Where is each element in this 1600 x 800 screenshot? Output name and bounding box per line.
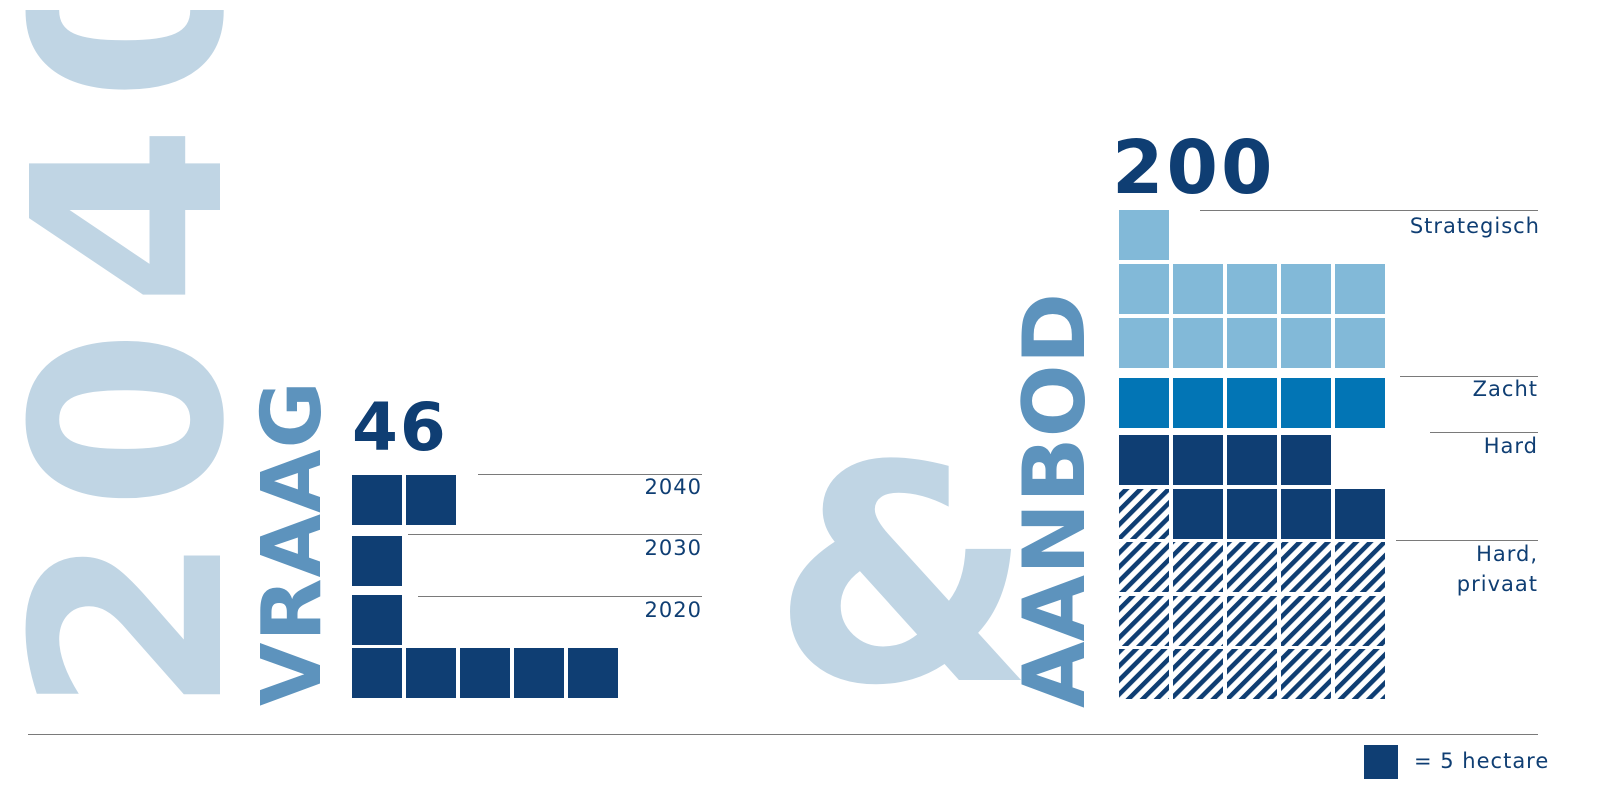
aanbod-cell-strategisch [1119,264,1169,314]
aanbod-cell-strategisch [1119,318,1169,368]
aanbod-label-zacht: Zacht [1472,377,1538,401]
aanbod-cell-strategisch [1173,264,1223,314]
aanbod-cell-zacht [1335,378,1385,428]
aanbod-cell-hard-privaat [1335,596,1385,646]
aanbod-cell-hard-privaat [1119,596,1169,646]
aanbod-cell-hard-privaat [1281,596,1331,646]
vraag-cell [406,475,456,525]
vraag-cell [568,648,618,698]
vraag-rule-2040 [478,474,702,475]
aanbod-cell-zacht [1173,378,1223,428]
aanbod-rule-strategisch [1200,210,1538,211]
aanbod-cell-strategisch [1173,318,1223,368]
vraag-rule-2030 [408,534,702,535]
vraag-cell [460,648,510,698]
aanbod-cell-hard-privaat [1119,489,1169,539]
aanbod-cell-hard-privaat [1335,542,1385,592]
vraag-cell [352,475,402,525]
aanbod-cell-zacht [1227,378,1277,428]
aanbod-cell-hard-privaat [1227,542,1277,592]
vraag-cell [352,536,402,586]
aanbod-cell-hard-privaat [1119,649,1169,699]
vraag-cell [352,595,402,645]
aanbod-cell-hard [1173,435,1223,485]
aanbod-cell-strategisch [1335,264,1385,314]
aanbod-cell-hard-privaat [1119,542,1169,592]
aanbod-cell-hard [1227,489,1277,539]
aanbod-cell-strategisch [1227,264,1277,314]
aanbod-cell-hard [1281,489,1331,539]
aanbod-total: 200 [1112,125,1276,211]
aanbod-cell-zacht [1281,378,1331,428]
aanbod-cell-hard [1119,435,1169,485]
aanbod-cell-hard-privaat [1281,542,1331,592]
vraag-total: 46 [352,389,448,466]
aanbod-label-strategisch: Strategisch [1409,214,1540,238]
aanbod-cell-strategisch [1119,210,1169,260]
footer-divider [28,734,1538,735]
aanbod-cell-hard-privaat [1227,649,1277,699]
background-year: 2040 [10,10,250,715]
legend-label: = 5 hectare [1414,749,1550,773]
legend-swatch [1364,745,1398,779]
aanbod-cell-hard-privaat [1173,649,1223,699]
vraag-rule-2020 [418,596,702,597]
vraag-cell [352,648,402,698]
aanbod-cell-hard-privaat [1173,542,1223,592]
aanbod-cell-hard [1281,435,1331,485]
aanbod-cell-strategisch [1335,318,1385,368]
vraag-cell [406,648,456,698]
vraag-label-2030: 2030 [644,536,702,560]
aanbod-cell-strategisch [1281,318,1331,368]
aanbod-label-hard-privaat: Hard, privaat [1456,542,1538,596]
aanbod-cell-hard [1227,435,1277,485]
aanbod-rule-hard [1430,432,1538,433]
aanbod-cell-hard-privaat [1227,596,1277,646]
aanbod-cell-hard [1173,489,1223,539]
aanbod-rule-hard-privaat [1396,540,1538,541]
aanbod-label-hard: Hard [1483,434,1538,458]
aanbod-cell-hard [1335,489,1385,539]
aanbod-cell-strategisch [1281,264,1331,314]
vraag-label-2020: 2020 [644,598,702,622]
background-year-text: 2040 [10,10,250,715]
background-ampersand: & [772,402,1034,751]
vraag-cell [514,648,564,698]
aanbod-cell-hard-privaat [1173,596,1223,646]
aanbod-cell-strategisch [1227,318,1277,368]
aanbod-cell-hard-privaat [1281,649,1331,699]
aanbod-cell-zacht [1119,378,1169,428]
aanbod-cell-hard-privaat [1335,649,1385,699]
aanbod-rule-zacht [1400,376,1538,377]
vraag-label-2040: 2040 [644,475,702,499]
